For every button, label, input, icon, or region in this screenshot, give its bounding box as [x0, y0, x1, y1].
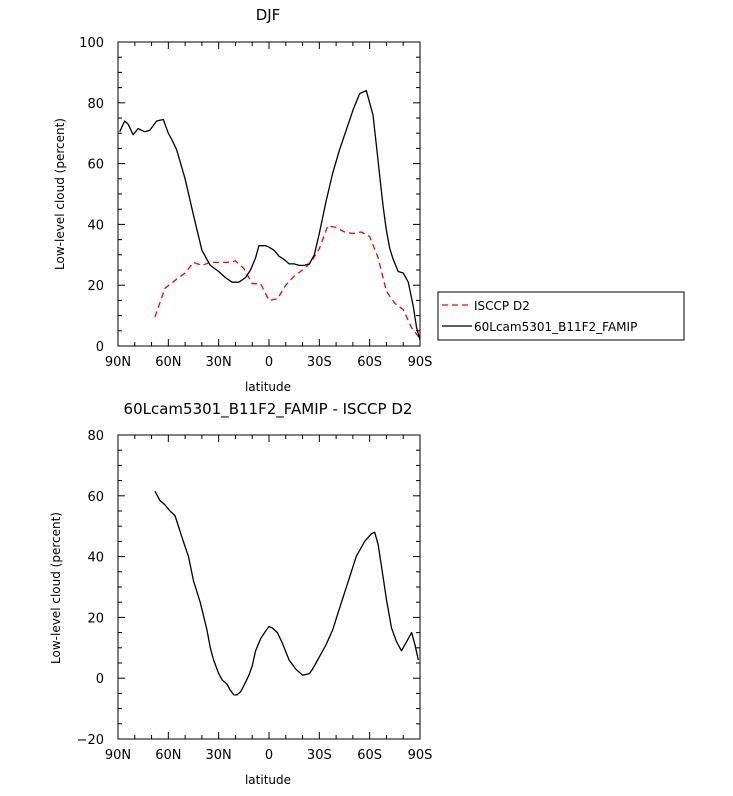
series-line-model	[119, 89, 421, 341]
legend-label-model: 60Lcam5301_B11F2_FAMIP	[474, 320, 637, 334]
top-series-group	[119, 89, 421, 341]
x-tick-label: 90N	[105, 748, 131, 763]
y-tick-label: 20	[87, 611, 104, 626]
legend: ISCCP D2 60Lcam5301_B11F2_FAMIP	[437, 291, 685, 341]
x-tick-label: 30S	[307, 355, 332, 370]
y-tick-label: −20	[77, 733, 104, 748]
x-tick-label: 30N	[206, 748, 232, 763]
x-tick-label: 30S	[307, 748, 332, 763]
top-x-axis-label: latitude	[245, 380, 291, 394]
y-tick-label: 0	[96, 672, 104, 687]
series-line-isccp-d2	[154, 225, 421, 339]
top-axis-ticks: 90N 60N 30N 0 30S 60S 90S 0 20 40 60 80 100	[79, 36, 432, 370]
x-tick-label: 60N	[155, 355, 181, 370]
x-tick-label: 60S	[357, 355, 382, 370]
y-tick-label: 60	[87, 158, 104, 173]
top-chart-title: DJF	[256, 6, 281, 24]
x-tick-label: 0	[265, 355, 273, 370]
x-tick-label: 90S	[408, 748, 433, 763]
legend-label-isccp-d2: ISCCP D2	[474, 299, 530, 313]
y-tick-label: 40	[87, 551, 104, 566]
bottom-chart-title: 60Lcam5301_B11F2_FAMIP - ISCCP D2	[124, 400, 413, 419]
series-line-difference	[154, 490, 419, 696]
bottom-panel-difference: 60Lcam5301_B11F2_FAMIP - ISCCP D2 90N 60N…	[49, 400, 432, 787]
top-plot-frame	[117, 41, 421, 347]
bottom-series-group	[154, 490, 419, 696]
y-tick-label: 80	[87, 429, 104, 444]
y-tick-label: 80	[87, 97, 104, 112]
bottom-x-axis-label: latitude	[245, 773, 291, 787]
y-tick-label: 60	[87, 490, 104, 505]
bottom-plot-frame	[117, 434, 421, 740]
x-tick-label: 90S	[408, 355, 433, 370]
x-tick-label: 60N	[155, 748, 181, 763]
top-y-axis-label: Low-level cloud (percent)	[53, 118, 67, 270]
x-tick-label: 0	[265, 748, 273, 763]
x-tick-label: 90N	[105, 355, 131, 370]
legend-frame	[437, 291, 685, 341]
bottom-axis-ticks: 90N 60N 30N 0 30S 60S 90S −20 0 20 40 60 80	[77, 429, 433, 763]
y-tick-label: 40	[87, 218, 104, 233]
y-tick-label: 0	[96, 340, 104, 355]
x-tick-label: 30N	[206, 355, 232, 370]
x-tick-label: 60S	[357, 748, 382, 763]
top-panel-djf: DJF 90N 60N 30N 0 30S 60S 90S 0 20 40 60 80 100 lati…	[53, 6, 432, 394]
bottom-y-axis-label: Low-level cloud (percent)	[49, 512, 63, 664]
y-tick-label: 100	[79, 36, 104, 51]
y-tick-label: 20	[87, 279, 104, 294]
